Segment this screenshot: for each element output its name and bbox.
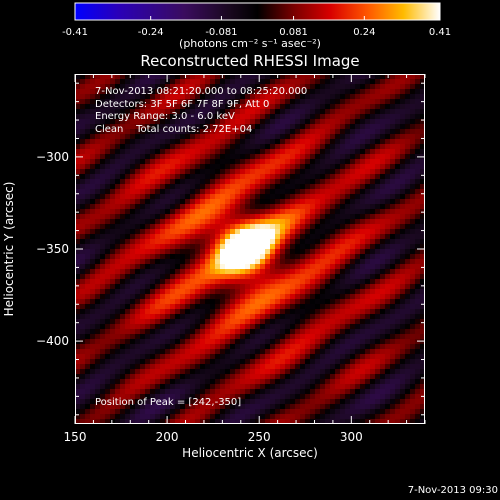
x-axis-label: Heliocentric X (arcsec)	[182, 446, 318, 460]
info-energy-range: Energy Range: 3.0 - 6.0 keV	[95, 111, 235, 122]
heatmap-plot: 150 200 250 300 −300 −350 −400 7-Nov-2013 08:2…	[36, 74, 426, 444]
y-tick-label: −300	[36, 150, 69, 164]
peak-position-label: Position of Peak = [242,-350]	[95, 397, 242, 408]
y-axis-label: Heliocentric Y (arcsec)	[2, 181, 16, 317]
y-tick-label: −350	[36, 242, 69, 256]
colorbar-tick-label: 0.41	[429, 27, 451, 38]
colorbar: -0.41 -0.24 -0.081 0.081 0.24 0.41	[62, 2, 451, 38]
colorbar-tick-label: -0.41	[62, 27, 88, 38]
colorbar-units-label: (photons cm⁻² s⁻¹ asec⁻²)	[179, 37, 321, 50]
x-tick-label: 150	[64, 430, 87, 444]
y-tick-label: −400	[36, 334, 69, 348]
x-tick-label: 250	[248, 430, 271, 444]
timestamp: 7-Nov-2013 09:30	[407, 485, 498, 496]
colorbar-gradient	[74, 2, 441, 21]
colorbar-ticks: -0.41 -0.24 -0.081 0.081 0.24 0.41	[62, 16, 451, 38]
colorbar-tick-label: 0.081	[279, 27, 308, 38]
plot-title: Reconstructed RHESSI Image	[140, 52, 360, 70]
info-detectors: Detectors: 3F 5F 6F 7F 8F 9F, Att 0	[95, 98, 270, 110]
info-annotation: 7-Nov-2013 08:21:20.000 to 08:25:20.000 …	[95, 86, 307, 136]
info-method: Clean	[95, 123, 124, 135]
x-tick-label: 300	[340, 430, 363, 444]
info-method-counts: Clean Total counts: 2.72E+04	[95, 124, 307, 137]
colorbar-tick-label: 0.24	[353, 27, 375, 38]
info-time-range: 7-Nov-2013 08:21:20.000 to 08:25:20.000	[95, 86, 308, 97]
heatmap-image	[75, 74, 425, 424]
colorbar-tick-label: -0.24	[138, 27, 164, 38]
colorbar-tick-label: -0.081	[205, 27, 237, 38]
plot-axes: 150 200 250 300 −300 −350 −400	[36, 74, 426, 444]
x-tick-label: 200	[156, 430, 179, 444]
info-total-counts: Total counts: 2.72E+04	[136, 123, 253, 135]
